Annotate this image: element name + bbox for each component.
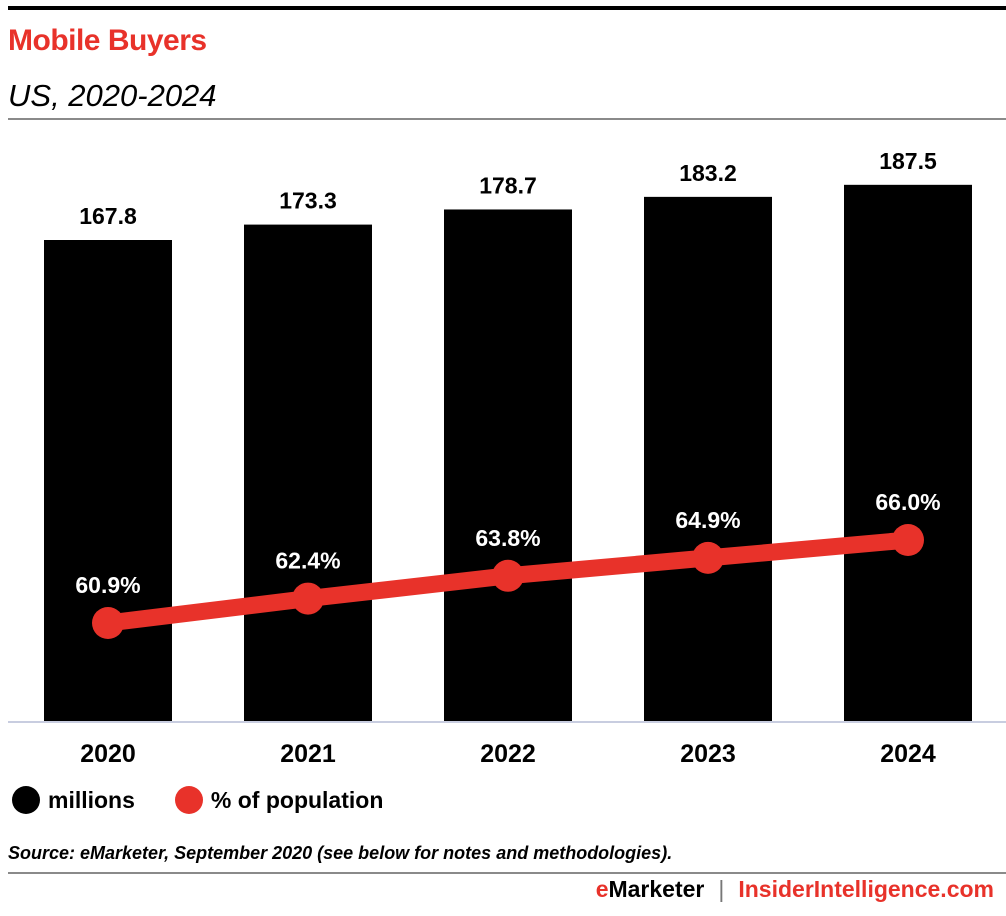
x-tick-label: 2022	[480, 740, 536, 768]
bar-2020	[44, 240, 172, 722]
footer-separator: |	[718, 876, 725, 902]
legend-label: % of population	[210, 786, 384, 813]
x-tick-label: 2023	[680, 740, 736, 768]
bar-2024	[844, 184, 972, 722]
bar-2022	[444, 209, 572, 723]
legend-marker-black-icon	[12, 786, 40, 814]
labels-group: 167.8 2020 173.3 2021 178.7 2022 183.2 2023 187.…	[75, 148, 940, 768]
top-rule	[8, 6, 1006, 10]
population-point-2021	[292, 582, 324, 615]
legend-item-millions: millions	[12, 786, 135, 814]
brand-e: e	[595, 876, 609, 902]
bar-value-label: 173.3	[279, 188, 337, 214]
bar-value-label: 187.5	[879, 148, 937, 174]
footer-site-link[interactable]: InsiderIntelligence.com	[738, 876, 994, 902]
bar-2023	[644, 196, 772, 723]
source-note: Source: eMarketer, September 2020 (see b…	[8, 843, 673, 863]
population-value-label: 60.9%	[75, 572, 140, 598]
population-point-2020	[92, 607, 124, 639]
bars-group	[44, 184, 972, 723]
population-value-label: 63.8%	[475, 525, 540, 551]
x-tick-label: 2021	[280, 740, 336, 768]
bar-value-label: 178.7	[479, 172, 537, 198]
bar-2021	[244, 224, 372, 722]
legend-marker-red-icon	[174, 786, 203, 814]
population-point-2024	[892, 524, 924, 556]
footer-rule	[8, 872, 1006, 874]
x-tick-label: 2020	[80, 740, 136, 768]
line-series-group	[92, 524, 924, 639]
bar-value-label: 167.8	[79, 203, 137, 229]
population-value-label: 64.9%	[675, 507, 740, 533]
population-point-2022	[492, 559, 524, 592]
chart-title: Mobile Buyers	[8, 24, 207, 57]
bar-value-label: 183.2	[679, 160, 737, 186]
population-value-label: 62.4%	[275, 548, 340, 574]
x-tick-label: 2024	[880, 740, 936, 768]
population-value-label: 66.0%	[875, 489, 940, 515]
chart-subtitle: US, 2020-2024	[8, 78, 217, 113]
brand-name: Marketer	[608, 876, 705, 902]
footer-brand: e Marketer | InsiderIntelligence.com	[596, 876, 994, 903]
population-point-2023	[692, 541, 724, 574]
legend: millions % of population	[12, 786, 423, 814]
legend-item-population: % of population	[174, 786, 384, 814]
subtitle-rule	[8, 118, 1006, 120]
legend-label: millions	[48, 786, 135, 813]
